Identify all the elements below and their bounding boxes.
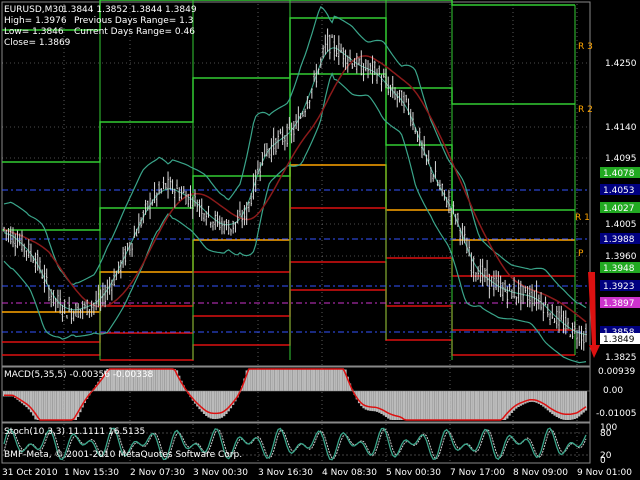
stoch-axis-80: 80 [600,429,612,439]
price-box [600,333,640,344]
stoch-axis-0: 0 [600,456,606,466]
price-box-label: 1.3923 [603,282,635,292]
price-box-label: 1.3897 [603,299,635,309]
macd-title: MACD(5,35,5) -0.00356 -0.00338 [4,370,154,380]
stoch-axis-20: 20 [600,451,612,461]
price-box-label: 1.4053 [603,186,635,196]
macd-indicator [2,368,590,421]
stoch-signal-line [3,428,587,460]
stoch-indicator [2,427,590,461]
price-box [600,280,640,291]
pivot-r3-label: R 3 [578,42,593,52]
price-box [600,202,640,213]
down-arrow-icon [588,272,600,358]
macd-panel [1,366,591,423]
price-box [600,233,640,244]
price-tick: 1.4250 [605,59,637,69]
ohlc-values: 1.3844 1.3852 1.3844 1.3849 [62,5,197,15]
price-tick: 1.4140 [605,123,637,133]
prev-range-label: Previous Days Range= 1.3 [74,16,193,26]
macd-axis-bottom: -0.01005 [596,409,636,419]
macd-axis-zero: 0.00 [603,386,623,396]
pivot-r2-label: R 2 [578,105,593,115]
time-tick: 1 Nov 15:30 [64,468,119,478]
price-box [600,297,640,308]
high-label: High= 1.3976 [4,16,67,26]
pivot-s3 [100,289,575,361]
symbol-label: EURUSD,M30 [4,5,64,15]
pivot-r2 [2,17,575,163]
pivot-p-label: P [578,249,584,259]
stoch-title: Stoch(10,3,3) 11.1111 16.5135 [4,427,145,437]
price-box [600,167,640,178]
price-level-boxes: 1.4078 1.4053 1.4027 1.3988 1.3948 1.3923 1.38… [600,167,640,345]
macd-axis-top: 0.00939 [598,367,635,377]
bollinger-upper [3,5,587,309]
price-box [600,262,640,273]
price-axis: 1.4250 1.4140 1.4095 1.4005 1.3960 1.382… [605,59,637,363]
bollinger-lower [3,72,587,364]
price-candles [3,28,600,358]
price-box [600,326,640,337]
time-tick: 8 Nov 09:00 [513,468,568,478]
horizontal-levels [2,189,590,333]
time-tick: 4 Nov 08:30 [322,468,377,478]
price-tick: 1.3825 [605,353,637,363]
curr-range-label: Current Days Range= 0.46 [74,27,195,37]
price-box-label: 1.4078 [603,169,635,179]
time-tick: 7 Nov 17:00 [450,468,505,478]
time-tick: 2 Nov 07:30 [130,468,185,478]
price-tick: 1.4005 [605,220,637,230]
time-tick: 9 Nov 01:00 [577,468,632,478]
price-box-label: 1.3948 [603,264,635,274]
copyright-text: BMF-Meta, © 2001-2010 MetaQuotes Softwar… [4,450,242,460]
pivot-r1-label: R 1 [575,213,590,223]
pivot-levels [2,0,576,361]
stoch-axis-100: 100 [600,423,617,433]
stoch-main-line [3,427,587,461]
time-tick: 3 Nov 00:30 [193,468,248,478]
price-tick: 1.4095 [605,154,637,164]
price-box-label: 1.4027 [603,204,635,214]
price-tick: 1.3960 [605,252,637,262]
macd-signal-line [4,368,587,421]
time-tick: 3 Nov 16:30 [258,468,313,478]
price-box [600,184,640,195]
stoch-panel [1,422,591,464]
price-panel [1,1,591,367]
price-box-label: 1.3988 [603,235,635,245]
low-label: Low= 1.3846 [4,27,64,37]
pivot-r1 [2,73,575,231]
time-axis: 31 Oct 2010 1 Nov 15:30 2 Nov 07:30 3 No… [2,468,632,478]
time-tick: 31 Oct 2010 [2,468,58,478]
close-label: Close= 1.3869 [4,38,71,48]
time-tick: 5 Nov 00:30 [386,468,441,478]
price-box-label: 1.3849 [603,335,635,345]
